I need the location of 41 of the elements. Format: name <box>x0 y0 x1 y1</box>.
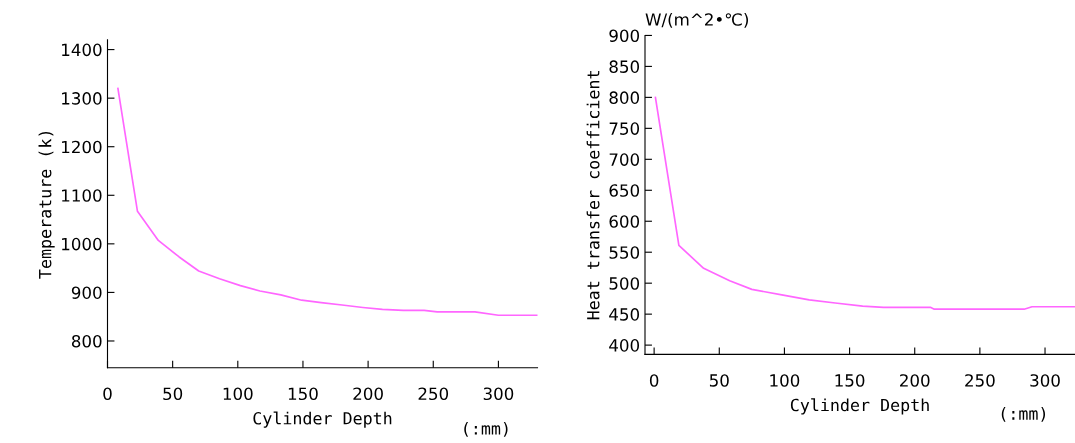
y-tick-label: 700 <box>609 153 640 166</box>
text: (:mm) <box>1001 407 1046 422</box>
line-series <box>654 96 1075 311</box>
x-tick-label: 50 <box>709 374 729 387</box>
y-tick-label: 900 <box>609 29 640 43</box>
y-axis-title: Temperature (k) <box>38 131 55 279</box>
x-tick-label: 300 <box>1030 374 1060 387</box>
x-axis-title: Cylinder Depth <box>790 398 929 415</box>
y-tick-label: 1300 <box>62 92 102 105</box>
x-tick-label: 200 <box>900 374 930 387</box>
y-tick-label: 1100 <box>62 189 102 202</box>
y-tick-label: 450 <box>609 308 640 321</box>
y-tick-label: 900 <box>71 286 102 299</box>
x-tick-label: 150 <box>288 387 318 401</box>
x-tick-label: 150 <box>835 374 865 387</box>
x-tick-label: 100 <box>223 387 253 401</box>
y-tick-label: 400 <box>609 339 640 352</box>
x-tick-label: 0 <box>649 374 659 387</box>
x-tick-label: 200 <box>353 387 383 401</box>
line-series <box>117 87 538 317</box>
x-tick-label: 100 <box>770 374 800 387</box>
y-axis-title: Heat transfer coefficient <box>586 71 600 320</box>
x-tick-label: 0 <box>103 387 112 401</box>
x-tick-label: 250 <box>418 387 449 401</box>
y-tick-label: 1200 <box>62 140 102 154</box>
x-tick-label: 300 <box>483 387 514 401</box>
y-tick-label: 1400 <box>62 43 102 57</box>
y-tick-label: 1000 <box>62 237 102 251</box>
y-tick-label: 500 <box>609 277 640 290</box>
y-tick-label: 550 <box>609 246 640 259</box>
x-tick-label: 50 <box>163 387 183 401</box>
y-tick-label: 750 <box>609 122 640 135</box>
y-tick-label: 600 <box>609 215 640 228</box>
x-tick-label: 250 <box>965 374 995 387</box>
y-tick-label: 650 <box>609 184 640 197</box>
y-tick-label: 800 <box>71 334 102 348</box>
text: (:mm) <box>464 421 508 437</box>
text: W/(m^2•℃) <box>645 12 749 28</box>
y-tick-label: 850 <box>609 60 640 73</box>
x-axis-title: Cylinder Depth <box>253 411 392 428</box>
y-tick-label: 800 <box>609 91 640 104</box>
